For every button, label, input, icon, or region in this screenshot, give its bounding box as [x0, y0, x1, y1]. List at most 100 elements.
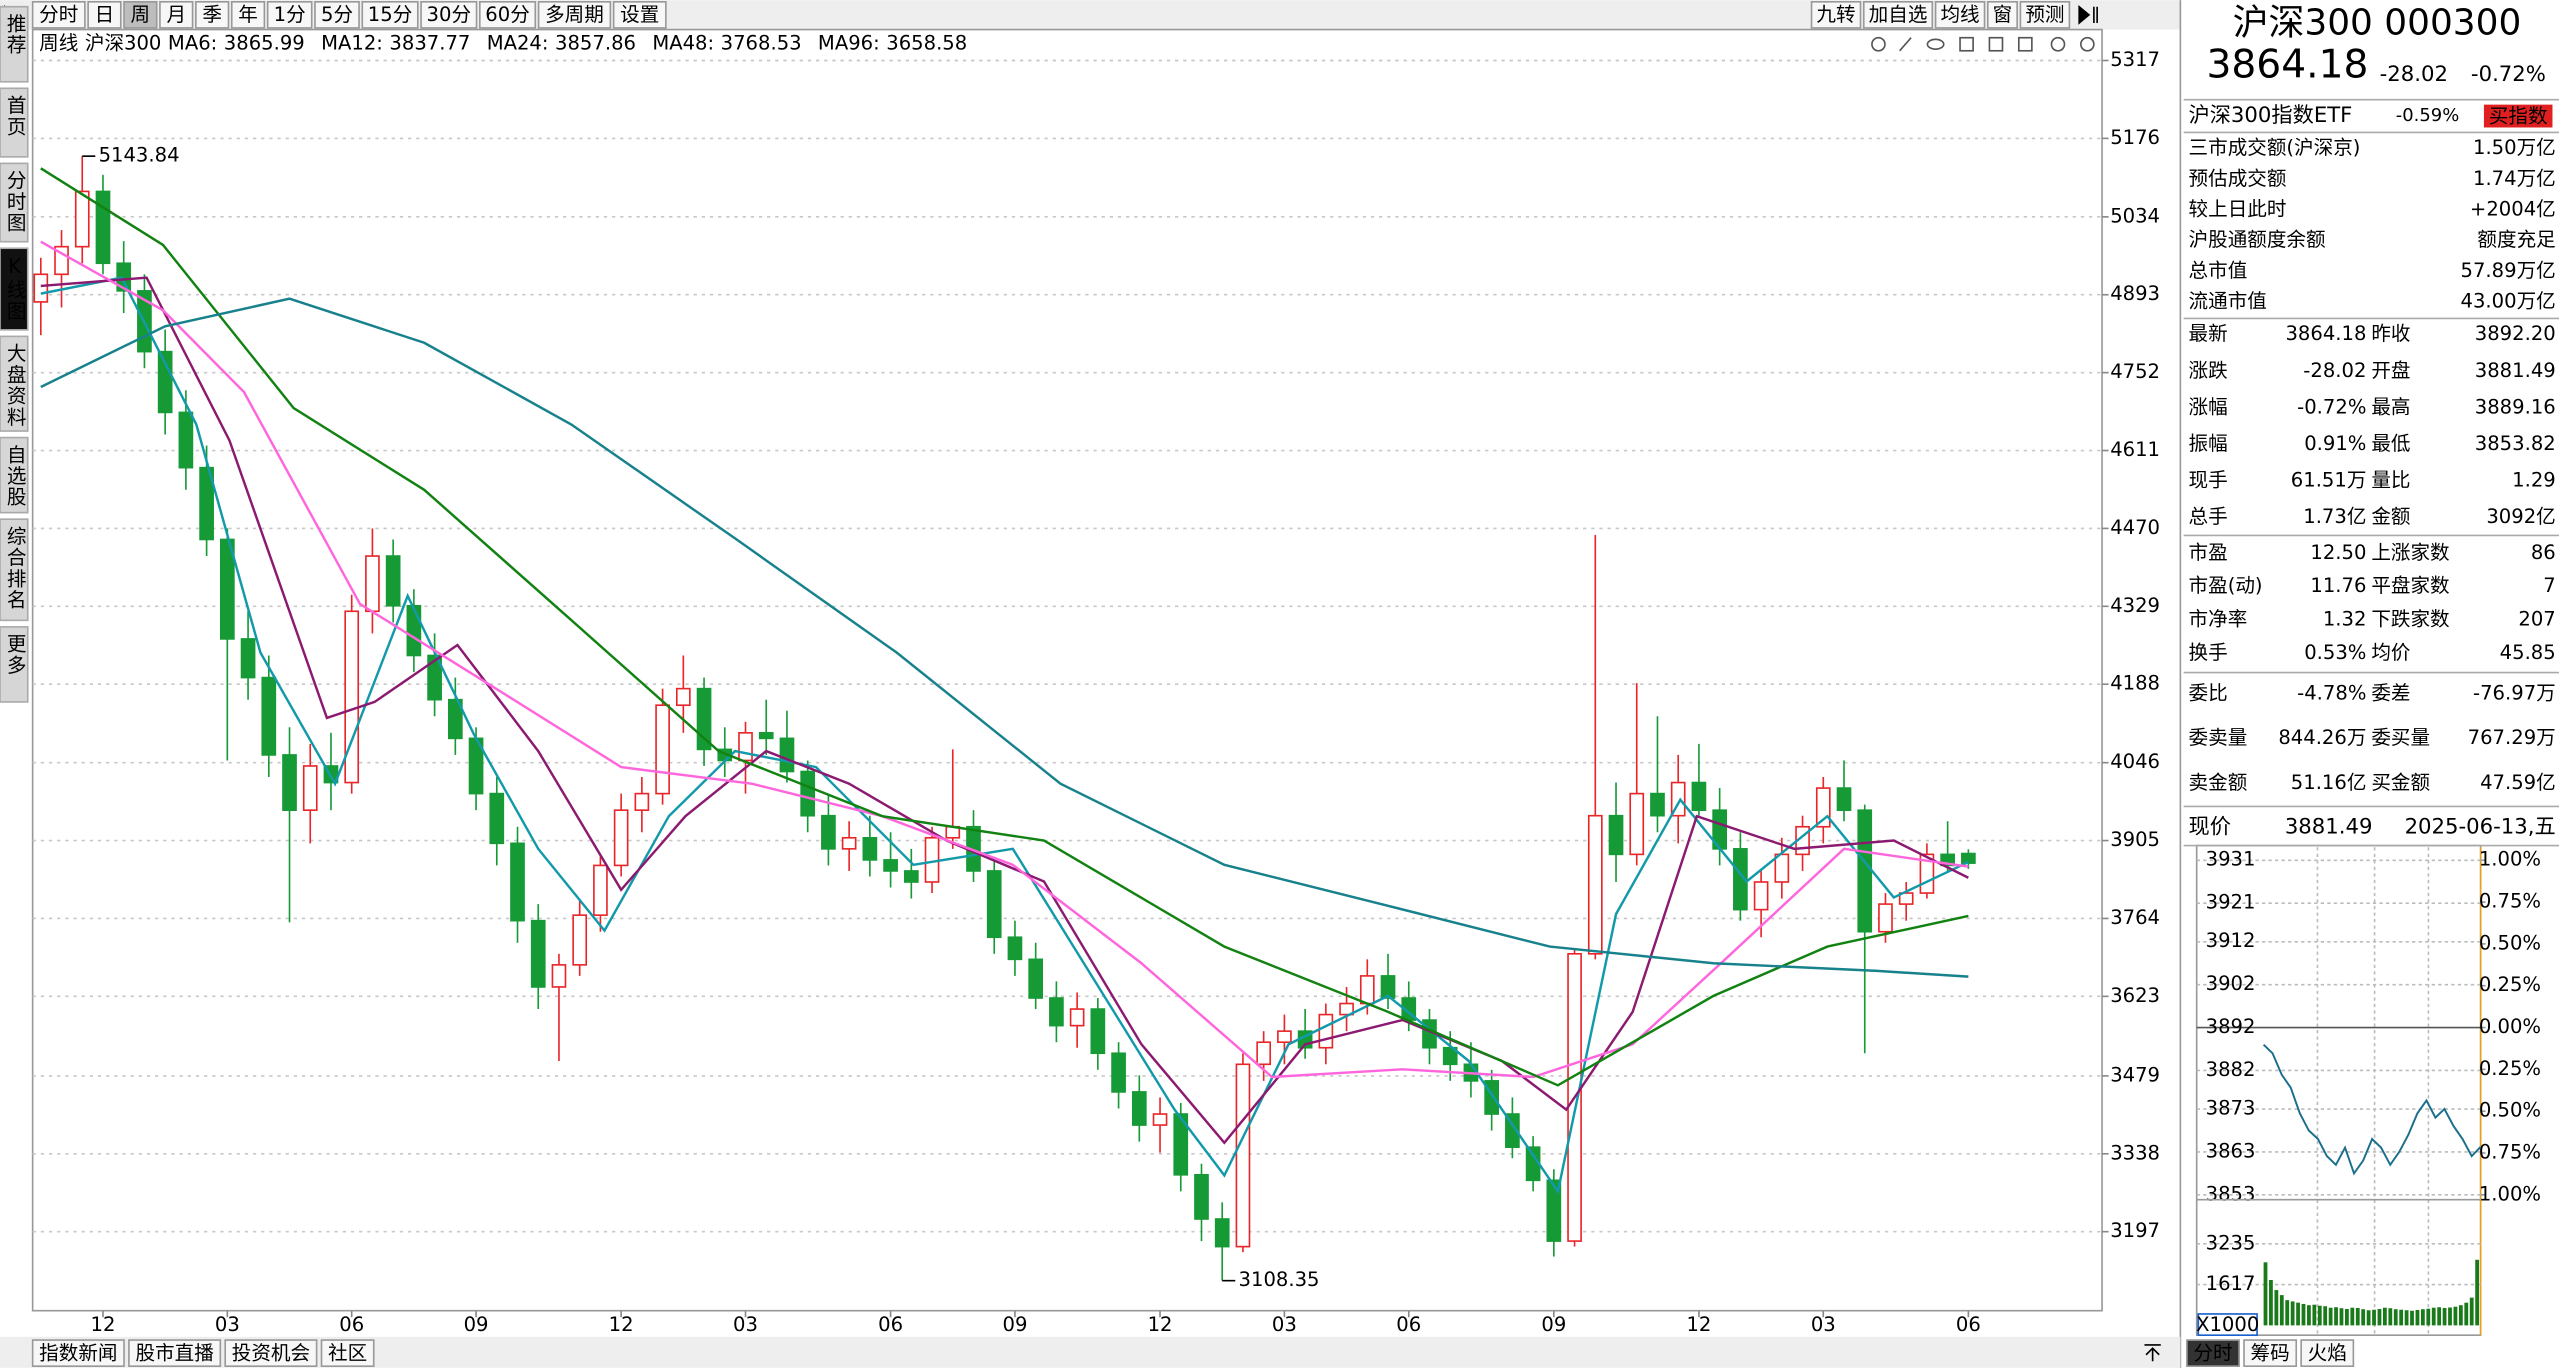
bottom-tab[interactable]: [31, 1339, 125, 1367]
volume-bar: [2279, 1295, 2284, 1326]
toolbar-button[interactable]: [420, 1, 478, 29]
tool-delete[interactable]: [1959, 36, 1974, 52]
quote-value: 86: [2531, 541, 2556, 564]
candle-body: [219, 538, 235, 640]
bottom-tab[interactable]: [320, 1339, 375, 1367]
toolbar-button[interactable]: [1862, 1, 1934, 29]
quote-label: 换手: [2189, 641, 2228, 664]
toolbar-button[interactable]: [159, 1, 194, 29]
info-label: 总市值: [2189, 259, 2248, 282]
volume-bar: [2366, 1310, 2371, 1326]
volume-bar: [2393, 1309, 2398, 1326]
bottom-tab[interactable]: [224, 1339, 318, 1367]
sidebar-tab[interactable]: [0, 436, 29, 514]
candle-body: [655, 704, 670, 795]
tool-settings[interactable]: [1871, 36, 1886, 52]
candle-body: [551, 964, 567, 988]
toolbar-button[interactable]: [1934, 1, 1986, 29]
x-tick-label: 03: [1811, 1313, 1836, 1336]
toolbar-button[interactable]: [266, 1, 313, 29]
quote-label: 下跌家数: [2371, 608, 2450, 631]
sidebar-tab[interactable]: [0, 247, 29, 331]
toolbar-button[interactable]: [87, 1, 122, 29]
toolbar-button-label: 60分: [485, 3, 530, 26]
tool-zoom-out[interactable]: [2080, 36, 2095, 52]
toolbar-button[interactable]: [195, 1, 230, 29]
toolbar-button[interactable]: [478, 1, 537, 29]
toolbar-button[interactable]: [2019, 1, 2071, 29]
sidebar-tab-label: 推荐: [3, 13, 26, 55]
quote-label: 卖金额: [2189, 771, 2248, 794]
panel-tab[interactable]: [2300, 1339, 2355, 1367]
toolbar-button[interactable]: [361, 1, 419, 29]
toolbar-button[interactable]: [612, 1, 667, 29]
bottom-tab[interactable]: [128, 1339, 222, 1367]
candle-body: [157, 350, 173, 414]
quote-label: 金额: [2371, 505, 2411, 528]
toolbar-button[interactable]: [123, 1, 158, 29]
toolbar-button[interactable]: [314, 1, 360, 29]
quote-value: 1.73亿: [2303, 505, 2366, 528]
sidebar-tab[interactable]: [0, 518, 29, 622]
x-tick-label: 12: [609, 1313, 634, 1336]
candle-body: [240, 638, 256, 679]
scroll-top-icon[interactable]: [2144, 1344, 2161, 1362]
candle-body: [427, 654, 442, 701]
x-tick-label: 06: [1396, 1313, 1421, 1336]
candle-body: [1256, 1041, 1272, 1066]
volume-bar: [2475, 1259, 2480, 1326]
toolbar-button[interactable]: [31, 1, 86, 29]
candle-body: [1318, 1013, 1334, 1049]
legend-value: 3768.53: [721, 32, 802, 55]
legend-value: 3837.77: [389, 32, 470, 55]
toolbar-icon[interactable]: [2078, 4, 2098, 25]
sidebar-tab[interactable]: [0, 626, 29, 703]
x-tick-label: 06: [1956, 1313, 1981, 1336]
volume-bar: [2458, 1305, 2463, 1326]
candle-body: [385, 555, 401, 607]
toolbar-button-label: 30分: [427, 3, 472, 26]
sidebar-tab[interactable]: [0, 335, 29, 432]
quote-label: 开盘: [2371, 359, 2410, 382]
candle-body: [1546, 1179, 1562, 1242]
toolbar-button-label: 设置: [620, 3, 659, 26]
y2-tick-label: 0.75%: [2479, 1141, 2541, 1164]
sidebar-tab[interactable]: [0, 5, 29, 83]
y-tick-label: 3863: [2206, 1139, 2256, 1162]
tool-lock[interactable]: [2017, 36, 2033, 52]
tool-zoom-in[interactable]: [2050, 36, 2066, 52]
toolbar-button-label: 分时: [39, 3, 78, 26]
sidebar-tab[interactable]: [0, 87, 29, 158]
sidebar-tab-label: 首页: [3, 95, 26, 137]
panel-tab[interactable]: [2186, 1339, 2240, 1367]
candle-body: [1152, 1113, 1168, 1126]
quote-label: 昨收: [2371, 322, 2410, 345]
sidebar-tab[interactable]: [0, 162, 29, 243]
tool-view[interactable]: [1926, 38, 1945, 50]
etf-change: -0.59%: [2396, 105, 2459, 126]
y-tick-label: 4046: [2110, 750, 2160, 773]
candle-body: [1049, 997, 1064, 1027]
toolbar-button[interactable]: [537, 1, 612, 29]
candle-body: [883, 859, 898, 872]
price-line: [2262, 1043, 2482, 1176]
toolbar-button[interactable]: [230, 1, 266, 29]
candle-body: [1111, 1052, 1126, 1093]
tool-save[interactable]: [1988, 36, 2004, 52]
toolbar-button[interactable]: [1986, 1, 2018, 29]
legend-value: 3857.86: [555, 32, 636, 55]
chart-tools: [1871, 36, 2095, 52]
quote-value: 45.85: [2500, 641, 2556, 664]
candle-body: [344, 610, 360, 784]
ma-line: [40, 297, 1969, 978]
quote-label: 市盈: [2189, 541, 2228, 564]
quote-label: 量比: [2371, 468, 2410, 491]
candle-body: [758, 732, 774, 740]
legend-name: MA48:: [652, 32, 714, 55]
volume-bar: [2399, 1309, 2404, 1326]
quote-value: 51.16亿: [2291, 771, 2367, 794]
etf-button[interactable]: [2483, 104, 2553, 128]
toolbar-button[interactable]: [1810, 1, 1862, 29]
panel-tab[interactable]: [2243, 1339, 2298, 1367]
tool-draw[interactable]: [1899, 37, 1912, 52]
